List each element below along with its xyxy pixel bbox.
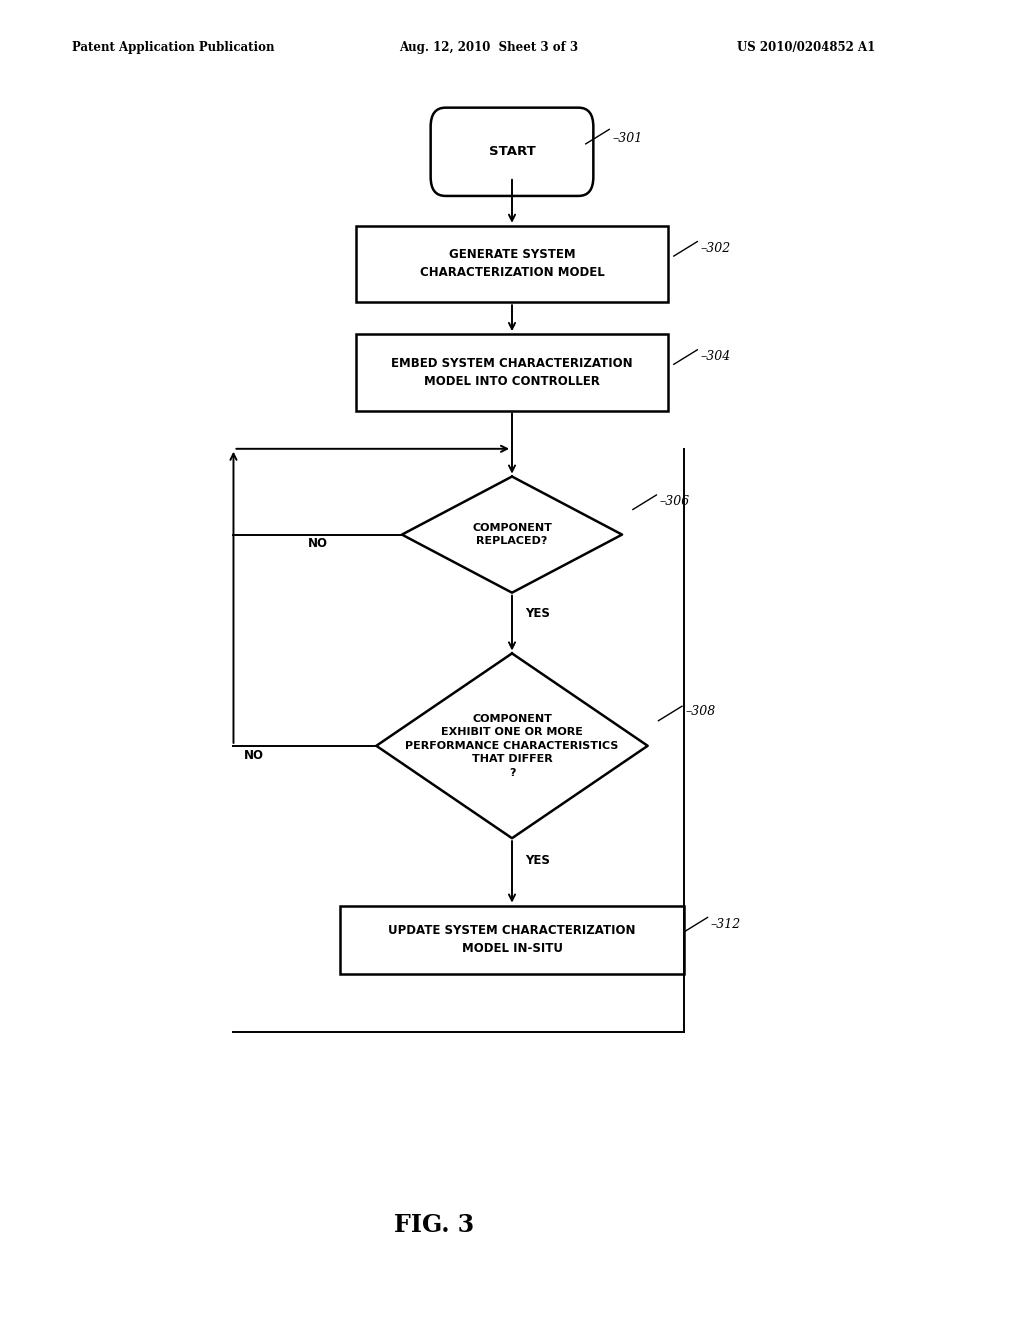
Text: Aug. 12, 2010  Sheet 3 of 3: Aug. 12, 2010 Sheet 3 of 3 [399, 41, 579, 54]
Text: –304: –304 [700, 350, 731, 363]
Text: –306: –306 [659, 495, 690, 508]
Text: –312: –312 [711, 917, 741, 931]
Text: NO: NO [307, 537, 328, 550]
Text: US 2010/0204852 A1: US 2010/0204852 A1 [737, 41, 876, 54]
Text: –302: –302 [700, 242, 731, 255]
Text: FIG. 3: FIG. 3 [394, 1213, 474, 1237]
Text: COMPONENT
EXHIBIT ONE OR MORE
PERFORMANCE CHARACTERISTICS
THAT DIFFER
?: COMPONENT EXHIBIT ONE OR MORE PERFORMANC… [406, 714, 618, 777]
Text: COMPONENT
REPLACED?: COMPONENT REPLACED? [472, 523, 552, 546]
Text: –308: –308 [685, 705, 716, 718]
Bar [340, 906, 684, 974]
Text: YES: YES [525, 607, 550, 620]
Text: EMBED SYSTEM CHARACTERIZATION
MODEL INTO CONTROLLER: EMBED SYSTEM CHARACTERIZATION MODEL INTO… [391, 356, 633, 388]
Text: NO: NO [244, 748, 264, 762]
Text: UPDATE SYSTEM CHARACTERIZATION
MODEL IN-SITU: UPDATE SYSTEM CHARACTERIZATION MODEL IN-… [388, 924, 636, 956]
Text: –301: –301 [612, 132, 643, 145]
Text: YES: YES [525, 854, 550, 867]
Text: GENERATE SYSTEM
CHARACTERIZATION MODEL: GENERATE SYSTEM CHARACTERIZATION MODEL [420, 248, 604, 280]
Text: START: START [488, 145, 536, 158]
Text: Patent Application Publication: Patent Application Publication [72, 41, 274, 54]
Bar [356, 226, 669, 302]
Bar [356, 334, 669, 411]
